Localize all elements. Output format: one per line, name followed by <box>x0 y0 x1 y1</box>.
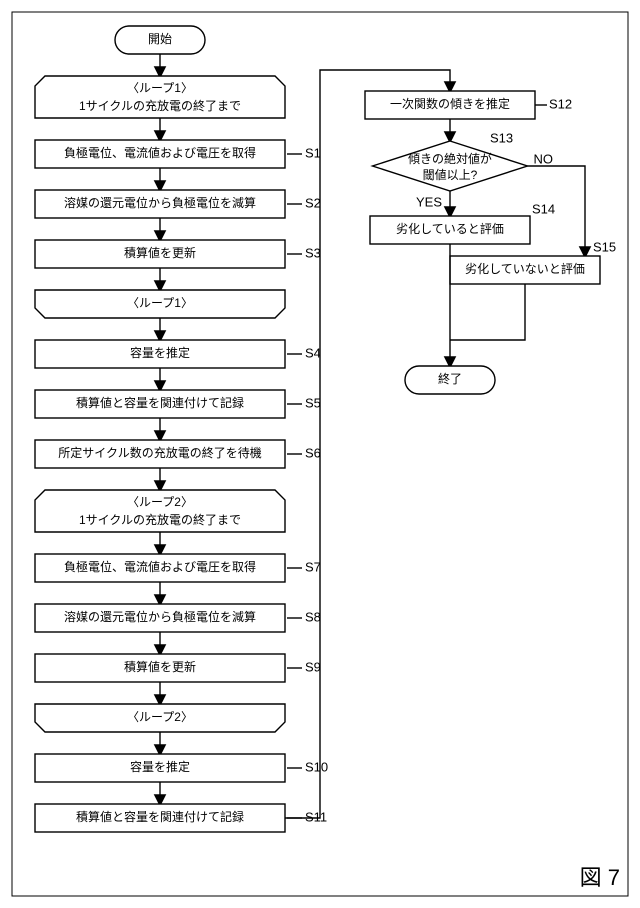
loop2-start-l1: 〈ループ2〉 <box>127 495 193 509</box>
s7-label: S7 <box>305 559 321 574</box>
s2-text: 溶媒の還元電位から負極電位を減算 <box>64 195 256 210</box>
loop1-start-l1: 〈ループ1〉 <box>127 81 193 95</box>
s8-label: S8 <box>305 609 321 624</box>
s12-label: S12 <box>549 96 572 111</box>
end-text: 終了 <box>438 371 462 386</box>
s13-yes: YES <box>416 194 442 209</box>
loop1-end-text: 〈ループ1〉 <box>127 296 193 310</box>
s3-text: 積算値を更新 <box>124 245 196 260</box>
s4-label: S4 <box>305 345 321 360</box>
s13-no: NO <box>534 151 554 166</box>
s8-text: 溶媒の還元電位から負極電位を減算 <box>64 609 256 624</box>
s4-text: 容量を推定 <box>130 345 190 360</box>
s9-label: S9 <box>305 659 321 674</box>
s13-l2: 閾値以上? <box>423 167 478 182</box>
s15-text: 劣化していないと評価 <box>465 261 585 276</box>
figure-label: 図 7 <box>580 865 620 890</box>
s5-text: 積算値と容量を関連付けて記録 <box>76 395 244 410</box>
s1-label: S1 <box>305 145 321 160</box>
s7-text: 負極電位、電流値および電圧を取得 <box>64 559 256 574</box>
s10-label: S10 <box>305 759 328 774</box>
s1-text: 負極電位、電流値および電圧を取得 <box>64 145 256 160</box>
a-s15-merge <box>450 284 525 340</box>
s13-label: S13 <box>490 130 513 145</box>
start-text: 開始 <box>148 32 172 46</box>
loop1-start-l2: 1サイクルの充放電の終了まで <box>79 98 241 113</box>
s6-label: S6 <box>305 445 321 460</box>
s14-text: 劣化していると評価 <box>396 221 504 236</box>
s15-label: S15 <box>593 239 616 254</box>
s9-text: 積算値を更新 <box>124 659 196 674</box>
s6-text: 所定サイクル数の充放電の終了を待機 <box>58 445 261 460</box>
loop2-end-text: 〈ループ2〉 <box>127 710 193 724</box>
s10-text: 容量を推定 <box>130 759 190 774</box>
s5-label: S5 <box>305 395 321 410</box>
s14-label: S14 <box>532 201 555 216</box>
s13-l1: 傾きの絶対値が <box>408 151 492 166</box>
s3-label: S3 <box>305 245 321 260</box>
s12-text: 一次関数の傾きを推定 <box>390 96 510 111</box>
loop2-start-l2: 1サイクルの充放電の終了まで <box>79 512 241 527</box>
s2-label: S2 <box>305 195 321 210</box>
flowchart-svg: 開始〈ループ1〉 1サイクルの充放電の終了まで負極電位、電流値および電圧を取得 S1… <box>10 10 630 898</box>
s11-label: S11 <box>305 809 327 824</box>
s11-text: 積算値と容量を関連付けて記録 <box>76 809 244 824</box>
